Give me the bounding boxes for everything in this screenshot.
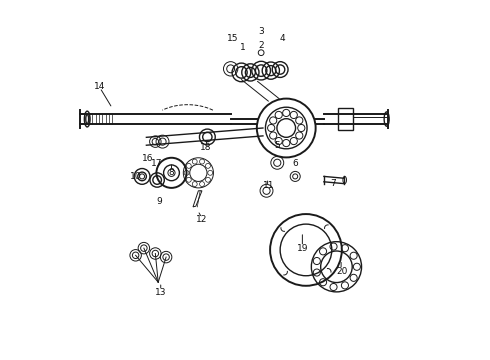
Text: 5: 5 (274, 141, 280, 150)
Text: 16: 16 (143, 154, 154, 163)
Text: 13: 13 (155, 288, 167, 297)
Text: 8: 8 (169, 168, 174, 177)
Text: 1: 1 (240, 43, 246, 52)
Text: 10: 10 (130, 172, 142, 181)
Text: 14: 14 (94, 82, 105, 91)
Text: 12: 12 (196, 215, 208, 224)
Text: 3: 3 (258, 27, 264, 36)
Bar (338, 108, 353, 130)
Text: 19: 19 (296, 244, 308, 253)
Text: 2: 2 (258, 41, 264, 50)
Text: 6: 6 (293, 159, 298, 168)
Text: 9: 9 (156, 197, 162, 206)
Text: 4: 4 (280, 34, 286, 43)
Text: 20: 20 (336, 267, 347, 276)
Text: 7: 7 (330, 179, 336, 188)
Text: 11: 11 (263, 181, 274, 190)
Text: 18: 18 (200, 143, 211, 152)
Text: 15: 15 (227, 34, 238, 43)
Text: 17: 17 (151, 159, 163, 168)
